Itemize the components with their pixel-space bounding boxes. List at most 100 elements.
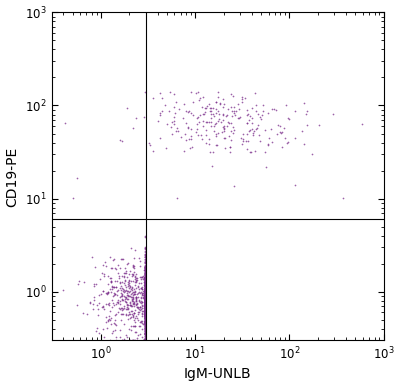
Point: [142, 323, 148, 329]
Point: [260, 108, 266, 114]
Point: [142, 330, 148, 336]
Point: [130, 312, 136, 318]
Point: [132, 294, 139, 300]
Point: [259, 102, 266, 108]
Point: [142, 283, 148, 289]
Point: [142, 309, 148, 315]
Point: [142, 314, 148, 320]
Point: [359, 121, 365, 127]
Point: [173, 99, 180, 105]
Point: [102, 301, 109, 307]
Point: [127, 267, 133, 274]
Point: [142, 309, 148, 315]
Point: [226, 120, 233, 126]
Point: [142, 281, 148, 288]
Point: [142, 309, 148, 315]
Point: [284, 140, 291, 146]
Point: [142, 292, 148, 298]
Point: [142, 272, 148, 279]
Point: [142, 257, 148, 263]
Point: [142, 331, 148, 337]
Point: [142, 316, 148, 322]
Point: [142, 330, 148, 336]
Point: [142, 262, 148, 268]
Point: [142, 300, 148, 306]
Point: [142, 302, 148, 308]
Point: [210, 111, 216, 117]
Point: [123, 312, 129, 318]
Point: [142, 316, 148, 322]
Point: [142, 279, 148, 285]
Point: [142, 300, 148, 306]
Point: [129, 290, 136, 296]
Point: [142, 300, 148, 307]
Point: [142, 292, 148, 298]
Point: [125, 283, 131, 289]
Point: [142, 295, 148, 301]
Point: [142, 313, 148, 320]
Point: [142, 288, 148, 294]
Point: [142, 320, 148, 327]
Point: [142, 310, 148, 316]
Point: [142, 282, 148, 288]
Point: [120, 288, 126, 294]
Point: [226, 144, 233, 151]
Point: [102, 262, 109, 269]
Point: [292, 108, 298, 114]
Point: [142, 300, 148, 307]
Point: [142, 274, 148, 280]
Point: [112, 291, 118, 297]
Point: [141, 114, 147, 120]
Point: [195, 88, 201, 94]
Point: [139, 310, 145, 316]
Point: [134, 314, 140, 320]
Point: [142, 278, 148, 284]
Point: [235, 101, 242, 108]
Point: [132, 297, 139, 303]
Point: [138, 295, 144, 301]
Point: [96, 291, 102, 298]
Point: [213, 110, 219, 116]
Point: [142, 310, 148, 317]
Point: [240, 135, 247, 142]
Point: [150, 95, 157, 101]
Point: [216, 116, 222, 122]
Point: [142, 272, 148, 278]
Point: [142, 318, 148, 324]
Point: [167, 88, 173, 94]
Point: [108, 304, 115, 310]
Point: [142, 300, 148, 307]
Point: [94, 302, 101, 308]
Point: [125, 306, 131, 312]
Point: [137, 274, 143, 280]
Point: [142, 313, 148, 320]
Point: [105, 281, 111, 288]
Point: [142, 293, 148, 299]
Point: [142, 299, 148, 305]
Point: [231, 108, 237, 114]
Point: [126, 293, 133, 299]
Point: [142, 330, 148, 337]
Point: [118, 296, 125, 302]
Point: [123, 294, 130, 300]
Point: [142, 318, 148, 324]
Point: [137, 319, 144, 325]
Point: [142, 267, 148, 273]
Point: [142, 336, 148, 342]
Point: [142, 299, 148, 305]
Point: [155, 118, 162, 124]
Point: [194, 126, 200, 132]
Point: [142, 245, 148, 252]
Point: [142, 249, 148, 255]
Point: [142, 329, 148, 335]
Point: [142, 270, 148, 276]
Point: [142, 330, 148, 336]
Point: [142, 293, 148, 299]
Point: [115, 270, 121, 276]
Point: [124, 306, 130, 312]
Point: [130, 301, 136, 308]
Point: [238, 96, 245, 102]
Point: [142, 319, 148, 325]
Point: [142, 319, 148, 325]
Point: [142, 302, 148, 308]
